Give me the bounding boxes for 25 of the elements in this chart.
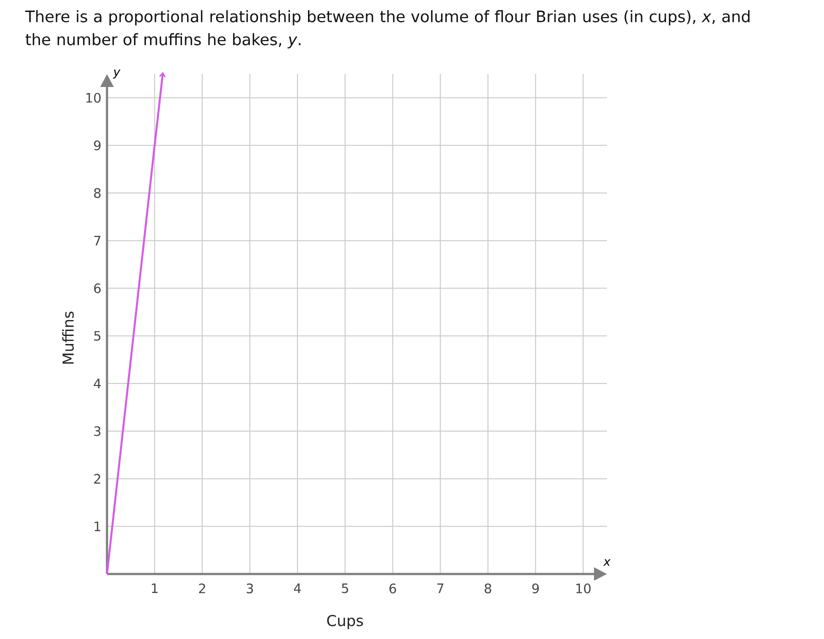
annotation: x xyxy=(603,559,611,566)
chart-title: There is a proportional relationship between the volume of flour Brian uses (in cups), x, and the number of muffins he bakes, y. xyxy=(25,10,750,48)
y-tick-label: 9 xyxy=(94,140,101,150)
y-tick-label: 7 xyxy=(94,236,100,246)
x-tick-label: 2 xyxy=(199,584,206,594)
x-tick-label: 10 xyxy=(576,584,591,594)
x-tick-label: 4 xyxy=(294,584,301,593)
annotation: y xyxy=(112,69,120,79)
x-tick-label: 1 xyxy=(152,584,158,593)
y-tick-label: 5 xyxy=(94,331,100,341)
y-tick-label: 8 xyxy=(94,188,101,198)
y-tick-label: 10 xyxy=(86,92,101,103)
y-tick-label: 1 xyxy=(94,522,100,532)
y-tick-label: 6 xyxy=(94,283,101,294)
y-tick-label: 2 xyxy=(94,474,100,484)
x-tick-label: 8 xyxy=(484,584,492,594)
x-axis-title: Cups xyxy=(327,614,363,630)
y-tick-label: 3 xyxy=(94,426,100,436)
x-tick-label: 9 xyxy=(532,584,539,594)
y-tick-label: 4 xyxy=(94,378,101,388)
x-tick-label: 6 xyxy=(389,584,396,594)
x-tick-label: 3 xyxy=(246,584,253,594)
x-tick-label: 7 xyxy=(437,584,444,593)
y-axis-title: Muffins xyxy=(62,312,74,364)
x-tick-label: 5 xyxy=(342,584,348,594)
